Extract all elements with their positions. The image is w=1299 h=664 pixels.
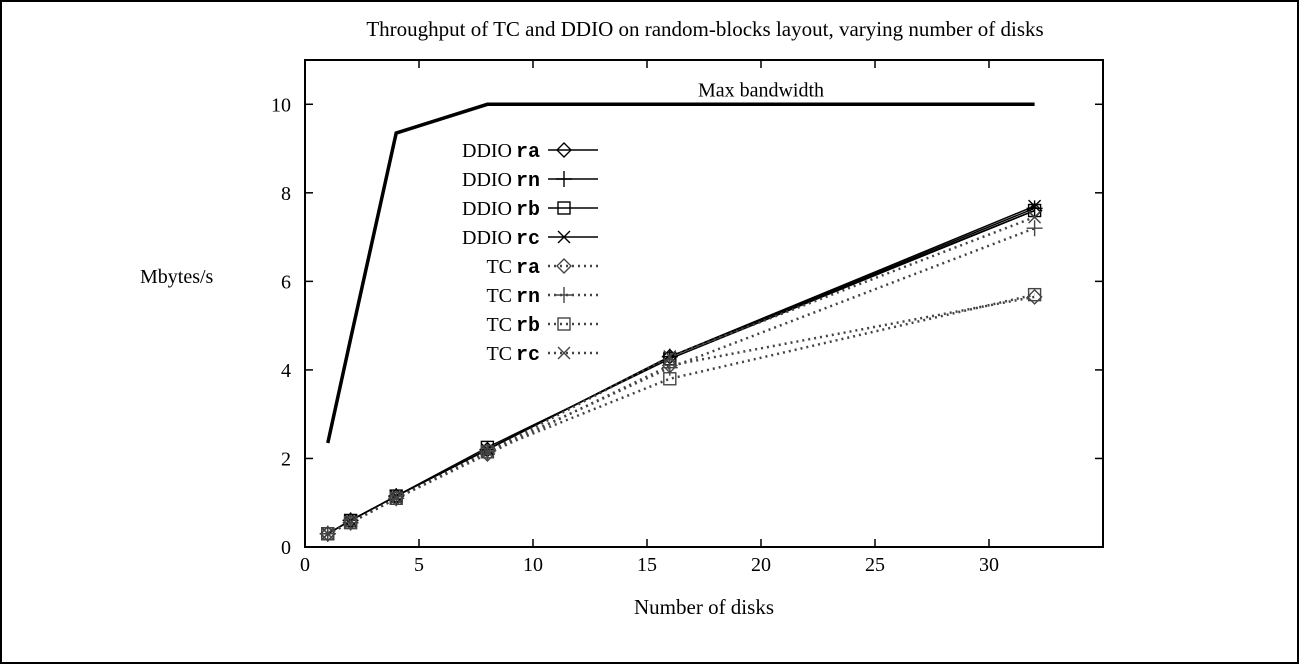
- axis-ticks: 0 5 10 15 20 25 30 0 2 4 6 8 10: [271, 60, 1103, 576]
- data-point: [663, 350, 677, 364]
- max-bandwidth-line: [326, 102, 1035, 444]
- plot-area: [304, 59, 1104, 548]
- x-tick-label: 5: [414, 554, 424, 576]
- max-bandwidth-label: Max bandwidth: [698, 79, 824, 101]
- legend-code: rb: [516, 315, 540, 338]
- y-tick-label: 2: [281, 448, 291, 470]
- x-tick-label: 30: [979, 554, 999, 576]
- legend-marker: [556, 287, 572, 303]
- series-tc-ra: [319, 288, 1043, 542]
- data-point: [343, 515, 358, 530]
- legend-label: TC: [486, 343, 512, 365]
- legend-label: DDIO: [462, 198, 512, 220]
- legend-code: rn: [516, 170, 540, 193]
- legend-label: DDIO: [462, 227, 512, 249]
- y-tick-label: 8: [281, 183, 291, 205]
- data-point: [321, 527, 335, 541]
- data-point: [344, 516, 358, 530]
- legend-label: DDIO: [462, 169, 512, 191]
- series-line: [327, 293, 1035, 535]
- data-point: [663, 372, 677, 386]
- x-tick-label: 15: [637, 554, 657, 576]
- data-point: [389, 491, 403, 505]
- series-tc-rn: [319, 220, 1043, 542]
- legend-label: DDIO: [462, 140, 512, 162]
- data-point: [389, 491, 403, 505]
- legend-marker: [557, 201, 571, 215]
- legend-marker: [556, 258, 572, 274]
- data-point: [480, 445, 495, 459]
- y-tick-label: 4: [281, 360, 291, 382]
- series-line: [327, 295, 1035, 535]
- legend-code: rc: [516, 344, 540, 367]
- series-line: [327, 205, 1035, 535]
- y-tick-label: 0: [281, 537, 291, 559]
- legend-marker: [556, 142, 572, 158]
- series-line: [327, 207, 1035, 535]
- legend-code: rb: [516, 199, 540, 222]
- legend-marker: [556, 171, 572, 187]
- series-line: [327, 216, 1036, 535]
- series-line: [327, 227, 1036, 535]
- series-group: [319, 199, 1043, 542]
- x-tick-label: 0: [300, 554, 310, 576]
- legend-code: ra: [516, 257, 540, 280]
- data-point: [1028, 199, 1042, 213]
- data-point: [1028, 210, 1042, 224]
- data-point: [480, 445, 494, 459]
- legend-label: TC: [486, 285, 512, 307]
- legend-marker: [557, 346, 571, 360]
- legend-marker: [557, 317, 571, 331]
- data-point: [1026, 220, 1043, 237]
- y-tick-label: 6: [281, 271, 291, 293]
- legend-label: TC: [486, 314, 512, 336]
- legend-code: rc: [516, 228, 540, 251]
- x-tick-label: 25: [865, 554, 885, 576]
- x-tick-label: 20: [751, 554, 771, 576]
- legend-label: TC: [486, 256, 512, 278]
- x-axis-label: Number of disks: [634, 595, 774, 619]
- series-tc-rc: [321, 210, 1042, 541]
- data-point: [1027, 287, 1042, 302]
- chart-title: Throughput of TC and DDIO on random-bloc…: [366, 17, 1043, 41]
- legend-code: rn: [516, 286, 540, 309]
- x-tick-label: 10: [523, 554, 543, 576]
- legend-code: ra: [516, 141, 540, 164]
- y-tick-label: 10: [271, 94, 291, 116]
- legend-marker: [557, 230, 571, 244]
- series-tc-rb: [321, 287, 1042, 541]
- series-ddio-ra: [319, 202, 1043, 542]
- y-axis-label: Mbytes/s: [140, 266, 214, 288]
- data-point: [321, 527, 335, 541]
- max-bandwidth-reference: Max bandwidth: [326, 79, 1035, 444]
